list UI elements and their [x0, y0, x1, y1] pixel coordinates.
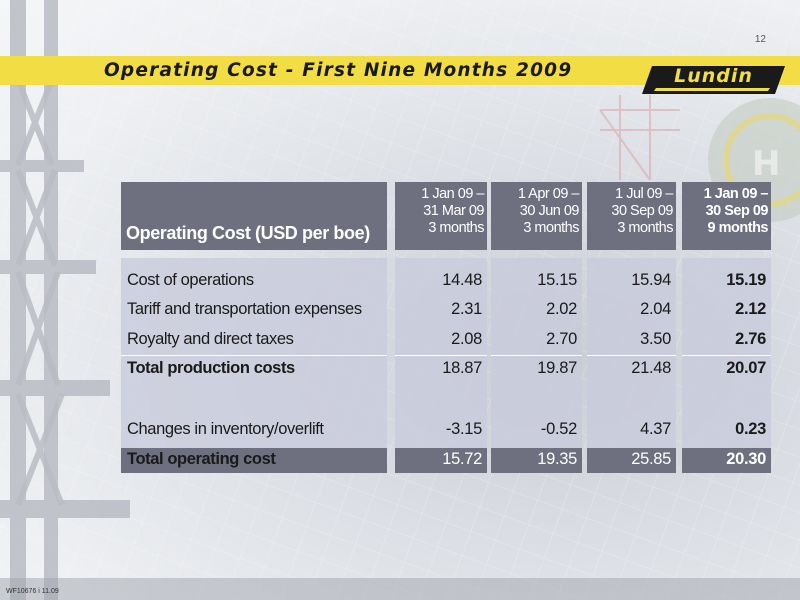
- period-9m-body: [682, 258, 771, 448]
- row-label-royalty-direct-taxes: Royalty and direct taxes: [127, 330, 294, 348]
- label-column-body: [121, 258, 387, 448]
- value-tariff-q2: 2.02: [546, 300, 577, 318]
- value-total-operating-q2: 19.35: [537, 450, 577, 468]
- logo-text: Lundin: [674, 65, 753, 87]
- total-row-background: [491, 448, 582, 473]
- period-q3-line1: 1 Jul 09 –: [615, 186, 673, 202]
- period-9m-line1: 1 Jan 09 –: [703, 186, 769, 202]
- period-header-9m: 1 Jan 09 – 30 Sep 09 9 months: [682, 182, 771, 250]
- value-changes-inventory-q2: -0.52: [540, 420, 577, 438]
- value-changes-inventory-q3: 4.37: [640, 420, 671, 438]
- value-total-operating-q1: 15.72: [442, 450, 482, 468]
- table-header-label: Operating Cost (USD per boe): [126, 223, 370, 243]
- period-9m-line3: 9 months: [707, 220, 769, 236]
- value-total-production-q1: 18.87: [442, 359, 482, 377]
- period-q3-line2: 30 Sep 09: [611, 203, 673, 219]
- value-royalty-q1: 2.08: [451, 330, 482, 348]
- period-q2-body: [491, 258, 582, 448]
- period-q2-line2: 30 Jun 09: [519, 203, 580, 219]
- row-label-cost-of-operations: Cost of operations: [127, 271, 254, 289]
- row-label-total-operating-cost: Total operating cost: [127, 450, 276, 468]
- subtotal-separator: [491, 355, 582, 356]
- value-changes-inventory-q1: -3.15: [445, 420, 482, 438]
- row-label-changes-inventory: Changes in inventory/overlift: [127, 420, 324, 438]
- period-column-9m: 1 Jan 09 – 30 Sep 09 9 months 15.19 2.12…: [682, 182, 771, 473]
- total-row-background: [682, 448, 771, 473]
- slide-title: Operating Cost - First Nine Months 2009: [104, 60, 573, 81]
- value-total-production-q3: 21.48: [631, 359, 671, 377]
- value-total-operating-q3: 25.85: [631, 450, 671, 468]
- period-q3-body: [587, 258, 676, 448]
- total-row-background: [587, 448, 676, 473]
- period-q1-body: [395, 258, 487, 448]
- value-total-production-q2: 19.87: [537, 359, 577, 377]
- period-q2-line3: 3 months: [523, 220, 579, 236]
- total-row-background: [121, 448, 387, 473]
- subtotal-separator: [121, 355, 387, 356]
- period-q1-line2: 31 Mar 09: [423, 203, 484, 219]
- period-column-q3: 1 Jul 09 – 30 Sep 09 3 months 15.94 2.04…: [587, 182, 676, 473]
- period-q1-line3: 3 months: [428, 220, 484, 236]
- period-header-q3: 1 Jul 09 – 30 Sep 09 3 months: [587, 182, 676, 250]
- period-column-q1: 1 Jan 09 – 31 Mar 09 3 months 14.48 2.31…: [395, 182, 487, 473]
- value-royalty-q2: 2.70: [546, 330, 577, 348]
- period-9m-line2: 30 Sep 09: [705, 203, 769, 219]
- total-row-background: [395, 448, 487, 473]
- period-header-q2: 1 Apr 09 – 30 Jun 09 3 months: [491, 182, 582, 250]
- label-column: Operating Cost (USD per boe) Cost of ope…: [121, 182, 387, 473]
- company-logo: Lundin: [642, 64, 785, 96]
- value-cost-of-operations-q3: 15.94: [631, 271, 671, 289]
- subtotal-separator: [682, 355, 771, 356]
- subtotal-separator: [395, 355, 487, 356]
- period-q3-line3: 3 months: [617, 220, 673, 236]
- value-total-production-9m: 20.07: [726, 359, 766, 377]
- value-royalty-q3: 3.50: [640, 330, 671, 348]
- value-cost-of-operations-q2: 15.15: [537, 271, 577, 289]
- page-number: 12: [754, 34, 766, 45]
- period-q2-line1: 1 Apr 09 –: [517, 186, 580, 202]
- row-label-tariff-transportation: Tariff and transportation expenses: [127, 300, 362, 318]
- period-column-q2: 1 Apr 09 – 30 Jun 09 3 months 15.15 2.02…: [491, 182, 582, 473]
- logo-badge-icon: [642, 66, 785, 94]
- value-tariff-9m: 2.12: [735, 300, 766, 318]
- value-total-operating-9m: 20.30: [726, 450, 766, 468]
- value-tariff-q1: 2.31: [451, 300, 482, 318]
- value-cost-of-operations-q1: 14.48: [442, 271, 482, 289]
- table-header-label-cell: Operating Cost (USD per boe): [121, 182, 387, 250]
- period-header-q1: 1 Jan 09 – 31 Mar 09 3 months: [395, 182, 487, 250]
- value-cost-of-operations-9m: 15.19: [726, 271, 766, 289]
- value-changes-inventory-9m: 0.23: [735, 420, 766, 438]
- value-tariff-q3: 2.04: [640, 300, 671, 318]
- svg-text:H: H: [752, 144, 780, 184]
- period-q1-line1: 1 Jan 09 –: [421, 186, 484, 202]
- subtotal-separator: [587, 355, 676, 356]
- document-code: WF10676 i 11.09: [6, 588, 59, 595]
- value-royalty-9m: 2.76: [735, 330, 766, 348]
- row-label-total-production-costs: Total production costs: [127, 359, 295, 377]
